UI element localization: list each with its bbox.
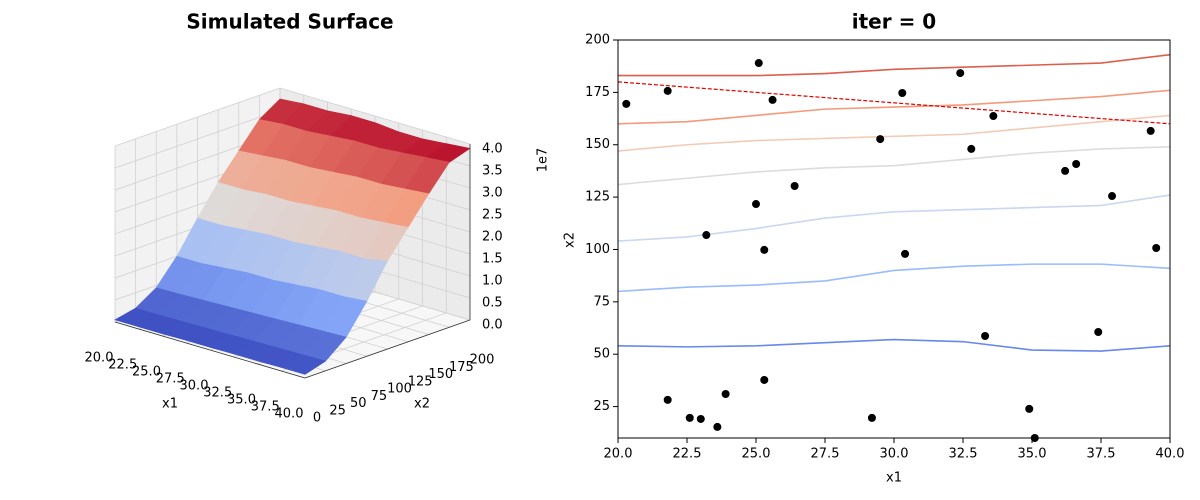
plot-frame	[617, 39, 1171, 439]
scatter-point	[713, 422, 722, 431]
x-tick-label: 35.0	[1018, 447, 1047, 462]
scatter-point	[696, 414, 705, 423]
y-tick-label: 50	[350, 396, 367, 411]
scatter-point	[702, 231, 711, 240]
contour-line	[618, 114, 1170, 152]
scatter-point	[1061, 166, 1070, 175]
scatter-point	[1108, 192, 1117, 201]
scatter-point	[867, 413, 876, 422]
y-tick-label: 175	[449, 360, 474, 375]
scatter-point	[956, 69, 965, 78]
x-tick-label: 20.0	[604, 447, 633, 462]
scatter-point	[768, 95, 777, 104]
x-tick-label: 37.5	[251, 400, 280, 415]
y-tick-label: 100	[387, 382, 412, 397]
scatter-point	[989, 112, 998, 121]
scatter-point	[876, 135, 885, 144]
y-tick-label: 25	[593, 399, 610, 414]
chart-title: iter = 0	[852, 10, 936, 34]
x-tick-label: 32.5	[203, 386, 232, 401]
y-tick-label: 125	[408, 374, 433, 389]
scatter-point	[967, 144, 976, 153]
y-tick-label: 125	[585, 190, 610, 205]
x-tick-label: 32.5	[949, 447, 978, 462]
y-tick-label: 50	[593, 347, 610, 362]
y-tick-label: 75	[371, 389, 388, 404]
x-tick-label: 30.0	[880, 447, 909, 462]
x-tick-label: 27.5	[811, 447, 840, 462]
y-tick-label: 0	[313, 411, 321, 426]
x-tick-label: 35.0	[227, 393, 256, 408]
y-axis-label: x2	[563, 232, 578, 248]
z-offset-label: 1e7	[536, 148, 551, 173]
axis-line	[114, 321, 306, 379]
z-tick-label: 0.0	[482, 318, 503, 333]
scatter-point	[1152, 244, 1161, 253]
chart-title: Simulated Surface	[186, 10, 393, 34]
x-tick-label: 25.0	[132, 365, 161, 380]
scatter-point	[1072, 160, 1081, 169]
x-axis-label: x1	[162, 397, 178, 412]
y-tick-label: 200	[585, 33, 610, 48]
contour-line	[618, 338, 1170, 352]
z-tick-label: 1.5	[482, 252, 503, 267]
y-tick-label: 25	[329, 403, 346, 418]
axis-line	[304, 319, 471, 379]
y-tick-label: 175	[585, 85, 610, 100]
x-tick-label: 37.5	[1087, 447, 1116, 462]
contour-line	[618, 89, 1170, 125]
scatter-point	[663, 395, 672, 404]
scatter-point	[760, 245, 769, 254]
z-tick-label: 4.0	[482, 142, 503, 157]
scatter-point	[901, 249, 910, 258]
x-tick-label: 22.5	[673, 447, 702, 462]
scatter-point	[1146, 126, 1155, 135]
scatter-point	[622, 99, 631, 108]
z-tick-label: 3.0	[482, 186, 503, 201]
z-tick-label: 1.0	[482, 274, 503, 289]
z-tick-label: 2.5	[482, 208, 503, 223]
y-tick-label: 200	[470, 353, 495, 368]
scatter-point	[898, 88, 907, 97]
x-tick-label: 40.0	[1156, 447, 1185, 462]
scatter-point	[752, 200, 760, 209]
x-axis-label: x1	[886, 471, 902, 486]
contour-line	[618, 263, 1170, 293]
scatter-point	[685, 413, 694, 422]
contour-line	[618, 146, 1170, 186]
y-tick-label: 75	[593, 294, 610, 309]
x-tick-label: 40.0	[275, 407, 304, 422]
z-tick-label: 2.0	[482, 230, 503, 245]
x-tick-label: 20.0	[85, 351, 114, 366]
y-axis-label: x2	[414, 397, 430, 412]
z-tick-label: 0.5	[482, 296, 503, 311]
y-tick-label: 100	[585, 242, 610, 257]
scatter-point	[790, 182, 799, 191]
scatter-point	[754, 59, 763, 68]
x-tick-label: 27.5	[156, 372, 185, 387]
scatter-point	[760, 375, 769, 384]
y-tick-label: 150	[585, 137, 610, 152]
x-tick-label: 22.5	[108, 358, 137, 373]
x-tick-label: 30.0	[180, 379, 209, 394]
scatter-point	[981, 331, 990, 340]
dashed-line	[617, 81, 1171, 125]
z-tick-label: 3.5	[482, 164, 503, 179]
scatter-point	[663, 86, 672, 95]
x-tick-label: 25.0	[742, 447, 771, 462]
scatter-point	[1094, 328, 1103, 337]
y-tick-label: 150	[428, 367, 453, 382]
surface-patch	[280, 354, 327, 375]
scatter-point	[721, 390, 730, 399]
contour-line	[618, 194, 1170, 242]
contour-line	[618, 53, 1170, 77]
scatter-point	[1025, 404, 1034, 413]
